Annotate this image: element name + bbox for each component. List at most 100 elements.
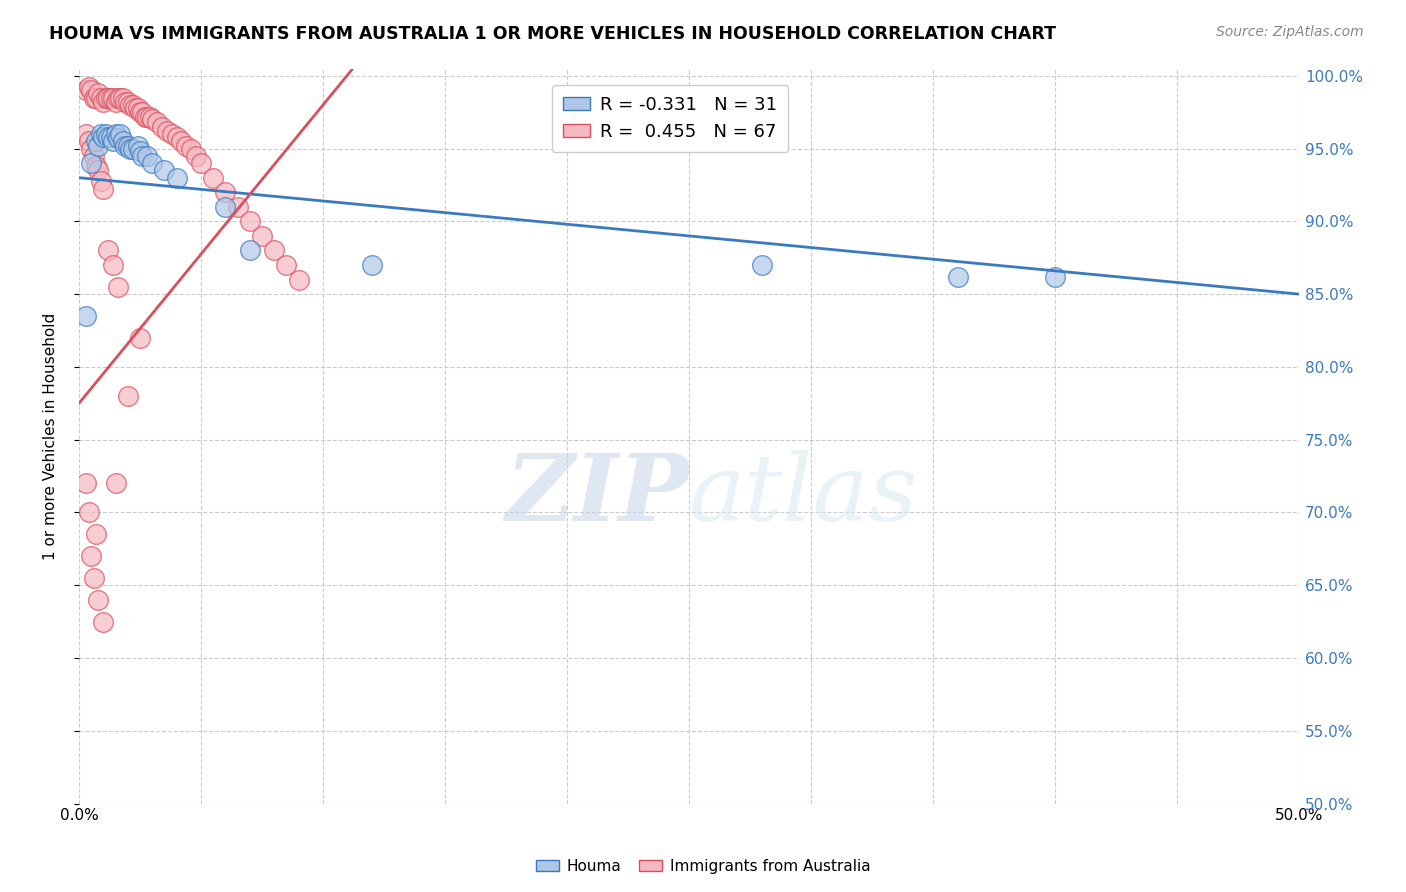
Point — [110, 90, 132, 104]
Point — [111, 134, 134, 148]
Point — [87, 163, 110, 178]
Point — [120, 98, 142, 112]
Point — [84, 90, 107, 104]
Point — [90, 127, 112, 141]
Point — [107, 280, 129, 294]
Point — [104, 127, 127, 141]
Point — [77, 134, 100, 148]
Point — [160, 127, 183, 141]
Text: Source: ZipAtlas.com: Source: ZipAtlas.com — [1216, 25, 1364, 39]
Point — [131, 149, 153, 163]
Point — [150, 120, 173, 134]
Point — [94, 90, 117, 104]
Text: HOUMA VS IMMIGRANTS FROM AUSTRALIA 1 OR MORE VEHICLES IN HOUSEHOLD CORRELATION C: HOUMA VS IMMIGRANTS FROM AUSTRALIA 1 OR … — [49, 25, 1056, 43]
Point — [80, 156, 103, 170]
Point — [1045, 269, 1067, 284]
Point — [129, 331, 152, 345]
Point — [176, 138, 198, 153]
Point — [87, 592, 110, 607]
Point — [101, 134, 124, 148]
Legend: R = -0.331   N = 31, R =  0.455   N = 67: R = -0.331 N = 31, R = 0.455 N = 67 — [551, 85, 789, 152]
Point — [83, 90, 105, 104]
Point — [93, 95, 115, 109]
Point — [117, 138, 139, 153]
Point — [751, 258, 773, 272]
Point — [75, 83, 97, 97]
Point — [107, 131, 129, 145]
Point — [100, 90, 122, 104]
Point — [946, 269, 969, 284]
Point — [239, 244, 262, 258]
Point — [141, 156, 163, 170]
Point — [90, 173, 112, 187]
Point — [121, 142, 143, 156]
Point — [90, 90, 112, 104]
Point — [156, 124, 179, 138]
Point — [136, 149, 159, 163]
Point — [166, 130, 188, 145]
Point — [138, 110, 160, 124]
Point — [263, 244, 285, 258]
Point — [127, 101, 149, 115]
Point — [226, 200, 249, 214]
Point — [93, 615, 115, 629]
Point — [127, 138, 149, 153]
Point — [180, 142, 202, 156]
Point — [360, 258, 382, 272]
Point — [114, 95, 136, 109]
Point — [276, 258, 298, 272]
Point — [117, 389, 139, 403]
Legend: Houma, Immigrants from Australia: Houma, Immigrants from Australia — [530, 853, 876, 880]
Point — [75, 476, 97, 491]
Y-axis label: 1 or more Vehicles in Household: 1 or more Vehicles in Household — [44, 312, 58, 559]
Point — [190, 156, 212, 170]
Point — [124, 101, 146, 115]
Point — [153, 163, 176, 178]
Point — [104, 95, 127, 109]
Point — [83, 571, 105, 585]
Point — [107, 90, 129, 104]
Text: atlas: atlas — [689, 450, 918, 540]
Point — [84, 134, 107, 148]
Point — [141, 112, 163, 127]
Point — [170, 134, 193, 148]
Point — [101, 258, 124, 272]
Point — [87, 138, 110, 153]
Point — [87, 87, 110, 101]
Point — [110, 127, 132, 141]
Point — [97, 244, 120, 258]
Point — [239, 214, 262, 228]
Point — [214, 186, 236, 200]
Point — [146, 115, 169, 129]
Point — [120, 142, 142, 156]
Point — [202, 170, 225, 185]
Point — [101, 90, 124, 104]
Point — [121, 98, 143, 112]
Point — [166, 170, 188, 185]
Point — [131, 105, 153, 120]
Point — [136, 110, 159, 124]
Point — [134, 110, 156, 124]
Point — [117, 95, 139, 109]
Point — [104, 476, 127, 491]
Point — [250, 228, 273, 243]
Point — [111, 90, 134, 104]
Point — [77, 80, 100, 95]
Point — [287, 272, 309, 286]
Point — [75, 309, 97, 323]
Point — [100, 130, 122, 145]
Point — [93, 182, 115, 196]
Point — [94, 127, 117, 141]
Point — [77, 506, 100, 520]
Point — [80, 142, 103, 156]
Point — [84, 159, 107, 173]
Point — [184, 149, 207, 163]
Point — [80, 83, 103, 97]
Point — [97, 130, 120, 145]
Point — [97, 90, 120, 104]
Text: ZIP: ZIP — [505, 450, 689, 540]
Point — [129, 105, 152, 120]
Point — [93, 130, 115, 145]
Point — [214, 200, 236, 214]
Point — [75, 127, 97, 141]
